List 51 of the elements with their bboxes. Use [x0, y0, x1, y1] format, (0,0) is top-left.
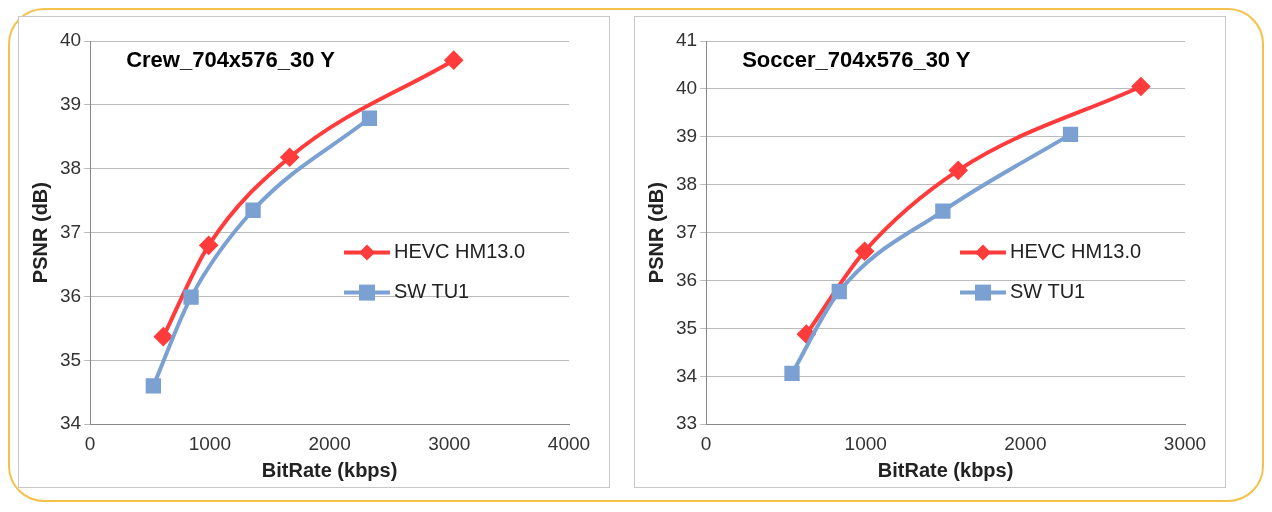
point [831, 283, 847, 300]
x-tick-label: 1000 [188, 432, 231, 454]
point [145, 378, 161, 394]
point [949, 161, 968, 180]
x-tick-label: 2000 [308, 432, 351, 454]
y-tick-label: 34 [675, 364, 698, 386]
y-tick-label: 40 [675, 77, 698, 99]
point [1062, 126, 1079, 143]
legend-label: HEVC HM13.0 [394, 240, 526, 263]
x-tick-label: 3000 [1163, 432, 1207, 454]
y-tick-label: 38 [59, 156, 82, 178]
legend-label: HEVC HM13.0 [1010, 240, 1142, 263]
y-tick-label: 34 [59, 412, 82, 434]
point [154, 327, 173, 346]
x-tick-label: 3000 [428, 432, 471, 454]
y-axis-title: PSNR (dB) [644, 182, 667, 284]
x-axis-title: BitRate (kbps) [877, 458, 1014, 481]
point [199, 236, 218, 255]
y-tick-label: 35 [675, 316, 698, 338]
y-tick-label: 37 [675, 220, 698, 242]
x-tick-label: 1000 [844, 432, 887, 454]
y-tick-label: 36 [675, 268, 698, 290]
chart-title: Soccer_704x576_30 Y [742, 47, 971, 73]
point [1131, 77, 1150, 96]
legend-label: SW TU1 [394, 280, 470, 303]
x-tick-label: 4000 [547, 432, 591, 454]
y-tick-label: 40 [59, 29, 82, 51]
x-tick-label: 2000 [1004, 432, 1047, 454]
y-tick-label: 39 [675, 125, 698, 147]
point [280, 148, 299, 167]
point [444, 51, 463, 70]
legend-label: SW TU1 [1010, 280, 1086, 303]
x-axis-title: BitRate (kbps) [261, 458, 398, 481]
y-tick-label: 39 [59, 93, 82, 115]
y-tick-label: 41 [675, 29, 698, 51]
chart-title: Crew_704x576_30 Y [126, 47, 336, 73]
point [183, 289, 199, 305]
y-tick-label: 37 [59, 220, 82, 242]
y-tick-label: 35 [59, 348, 82, 370]
point [245, 202, 261, 218]
y-axis-title: PSNR (dB) [28, 182, 51, 284]
point [935, 203, 951, 219]
x-tick-label: 0 [84, 432, 96, 454]
y-tick-label: 38 [675, 172, 698, 194]
y-tick-label: 33 [675, 412, 698, 434]
x-tick-label: 0 [700, 432, 712, 454]
point [797, 325, 816, 344]
point [361, 110, 378, 126]
point [784, 365, 800, 382]
y-tick-label: 36 [59, 284, 82, 306]
point [855, 242, 874, 261]
